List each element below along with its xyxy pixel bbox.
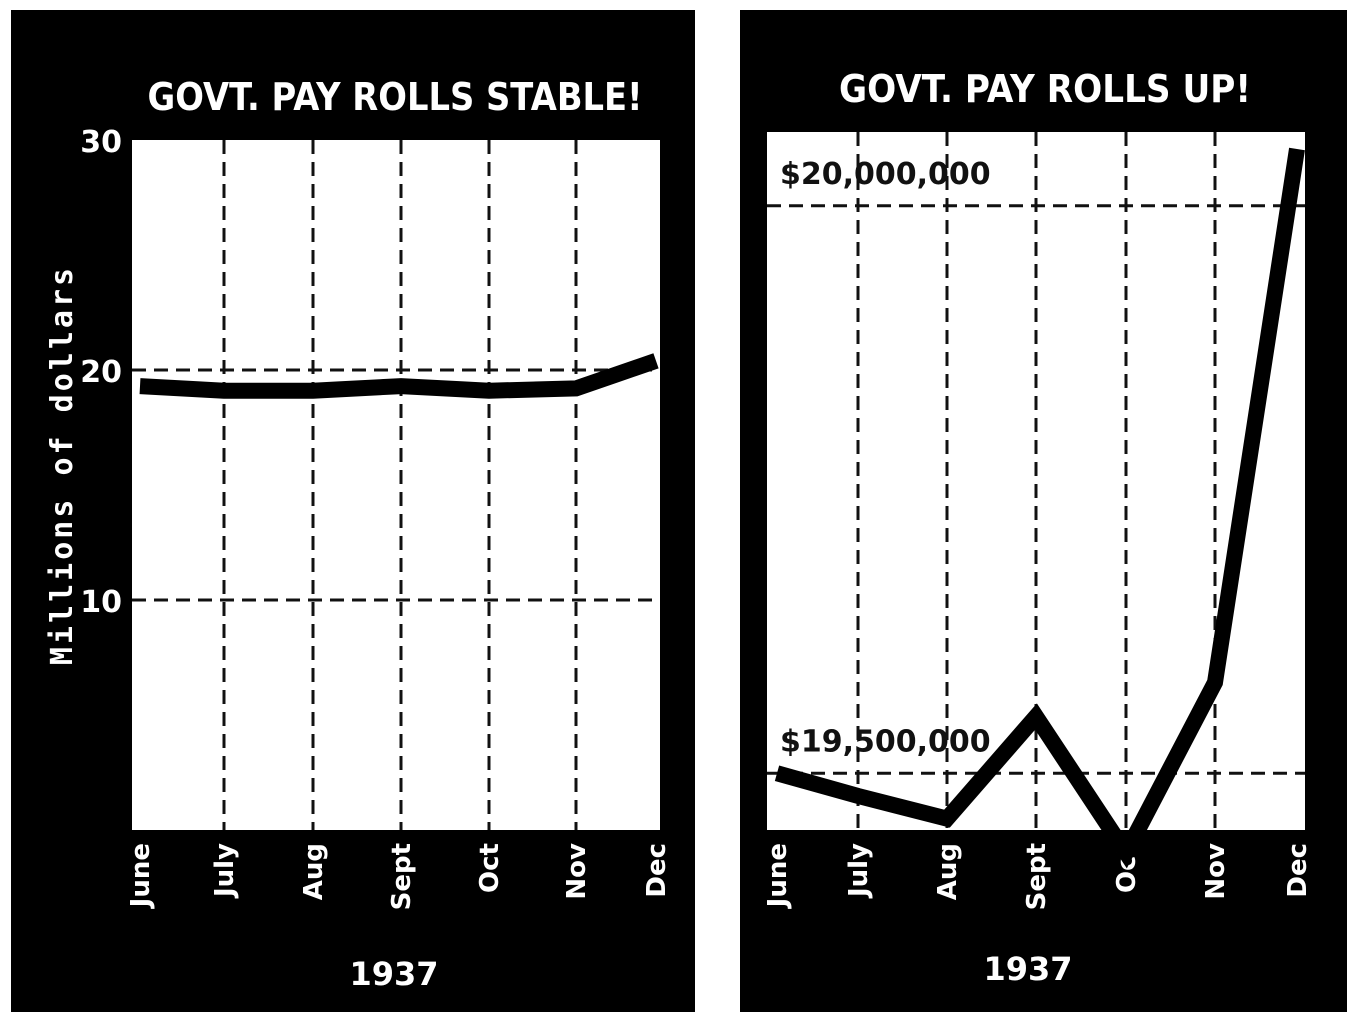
x-tick-label: Sept xyxy=(1022,843,1052,910)
chart-stable: GOVT. PAY ROLLS STABLE! Millions of doll… xyxy=(11,10,695,1012)
x-axis-label: 1937 xyxy=(349,955,438,993)
y-tick-label: 20 xyxy=(80,355,122,390)
x-tick-label: Aug xyxy=(299,843,329,900)
x-tick-label: Oct xyxy=(475,843,505,893)
x-tick-label: June xyxy=(126,843,156,909)
x-tick-label: Dec xyxy=(1283,843,1313,898)
series-line xyxy=(774,147,1305,869)
x-tick-label: Dec xyxy=(642,843,672,898)
x-tick-label: Nov xyxy=(1201,843,1231,900)
reference-label: $19,500,000 xyxy=(780,724,991,759)
y-tick-label: 10 xyxy=(80,585,122,620)
chart-up: GOVT. PAY ROLLS UP! 1937 $20,000,000 $19,… xyxy=(740,10,1347,1012)
x-tick-label: June xyxy=(763,843,793,909)
x-tick-label: Nov xyxy=(562,843,592,900)
x-tick-label: July xyxy=(210,843,240,899)
plot-area xyxy=(132,140,660,830)
chart-title: GOVT. PAY ROLLS UP! xyxy=(839,67,1251,111)
reference-label: $20,000,000 xyxy=(780,157,991,192)
y-axis-label: Millions of dollars xyxy=(45,265,80,665)
x-axis-label: 1937 xyxy=(983,950,1072,988)
x-tick-label: Aug xyxy=(933,843,963,900)
y-tick-label: 30 xyxy=(80,125,122,160)
x-tick-label: July xyxy=(844,843,874,899)
series-line xyxy=(139,353,659,399)
chart-title: GOVT. PAY ROLLS STABLE! xyxy=(148,75,643,119)
x-tick-label: Sept xyxy=(387,843,417,910)
